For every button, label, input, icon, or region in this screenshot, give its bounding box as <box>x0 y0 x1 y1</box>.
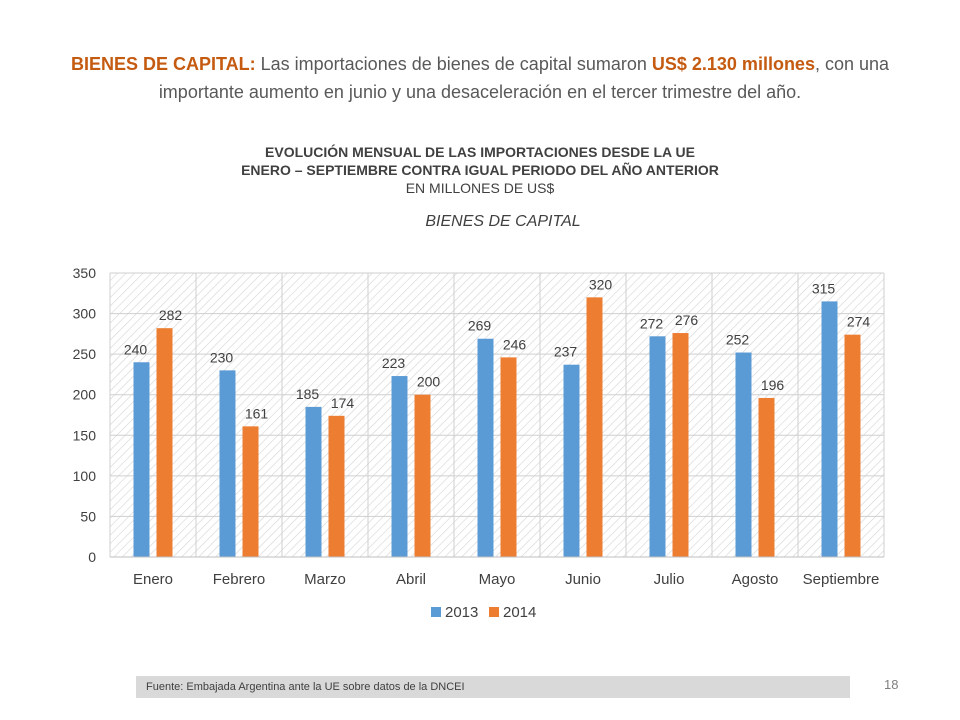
data-label: 269 <box>468 318 492 334</box>
chart-title: BIENES DE CAPITAL <box>425 213 581 230</box>
x-tick-label: Julio <box>654 571 685 588</box>
legend-label: 2013 <box>445 604 478 621</box>
bar-2014-julio <box>672 333 689 557</box>
data-label: 282 <box>159 307 183 323</box>
data-label: 272 <box>640 315 664 331</box>
bar-2014-agosto <box>758 397 775 557</box>
y-tick-label: 50 <box>80 508 96 524</box>
x-tick-label: Mayo <box>479 571 516 588</box>
y-tick-label: 350 <box>73 265 97 281</box>
bar-2014-septiembre <box>844 334 861 557</box>
intro-text-2: , con una importante aumento en junio y … <box>158 54 890 102</box>
bar-2013-julio <box>649 336 666 557</box>
x-tick-label: Junio <box>565 571 601 588</box>
legend-swatch-2014 <box>489 607 499 617</box>
legend-label: 2014 <box>503 604 536 621</box>
bar-2014-enero <box>156 328 173 557</box>
plot-area <box>110 273 884 557</box>
x-tick-label: Septiembre <box>803 571 880 588</box>
chart-header-line-3: EN MILLONES DE US$ <box>405 180 555 196</box>
bar-2013-junio <box>563 364 580 557</box>
data-label: 246 <box>503 336 527 352</box>
bar-2013-marzo <box>305 406 322 557</box>
data-label: 252 <box>726 332 750 348</box>
bar-2014-febrero <box>242 426 259 557</box>
bar-2013-agosto <box>735 352 752 557</box>
x-tick-label: Enero <box>133 571 173 588</box>
data-label: 161 <box>245 405 269 421</box>
source-note: Fuente: Embajada Argentina ante la UE so… <box>136 676 850 698</box>
bar-2013-enero <box>133 362 150 557</box>
bar-2013-mayo <box>477 338 494 557</box>
data-label: 315 <box>812 280 836 296</box>
data-label: 196 <box>761 377 785 393</box>
bar-2013-febrero <box>219 370 236 557</box>
data-label: 200 <box>417 374 441 390</box>
chart-header-line-1: EVOLUCIÓN MENSUAL DE LAS IMPORTACIONES D… <box>265 144 695 160</box>
bar-2014-marzo <box>328 415 345 557</box>
y-tick-label: 200 <box>73 387 97 403</box>
y-tick-label: 100 <box>73 468 97 484</box>
data-label: 276 <box>675 312 699 328</box>
y-tick-label: 300 <box>73 306 97 322</box>
data-label: 240 <box>124 341 148 357</box>
data-label: 185 <box>296 386 320 402</box>
x-tick-label: Abril <box>396 571 426 588</box>
y-tick-label: 150 <box>73 427 97 443</box>
x-tick-label: Febrero <box>213 571 266 588</box>
bar-2014-mayo <box>500 357 517 557</box>
x-tick-label: Agosto <box>732 571 779 588</box>
intro-lead: BIENES DE CAPITAL: <box>70 54 256 74</box>
intro-paragraph: BIENES DE CAPITAL: Las importaciones de … <box>60 50 900 106</box>
intro-text-1: Las importaciones de bienes de capital s… <box>255 54 652 74</box>
x-tick-label: Marzo <box>304 571 346 588</box>
chart-header-line-2: ENERO – SEPTIEMBRE CONTRA IGUAL PERIODO … <box>241 162 719 178</box>
legend-swatch-2013 <box>431 607 441 617</box>
bar-2013-septiembre <box>821 301 838 557</box>
bar-2014-abril <box>414 394 431 557</box>
bar-2013-abril <box>391 376 408 557</box>
y-tick-label: 250 <box>73 346 97 362</box>
data-label: 237 <box>554 344 578 360</box>
bar-2014-junio <box>586 297 603 557</box>
data-label: 320 <box>589 276 613 292</box>
data-label: 223 <box>382 355 406 371</box>
intro-amount: US$ 2.130 millones <box>651 54 815 74</box>
data-label: 274 <box>847 314 871 330</box>
data-label: 174 <box>331 395 355 411</box>
y-tick-label: 0 <box>88 549 96 565</box>
data-label: 230 <box>210 349 234 365</box>
chart-header: EVOLUCIÓN MENSUAL DE LAS IMPORTACIONES D… <box>0 143 960 197</box>
page-number: 18 <box>884 677 899 692</box>
